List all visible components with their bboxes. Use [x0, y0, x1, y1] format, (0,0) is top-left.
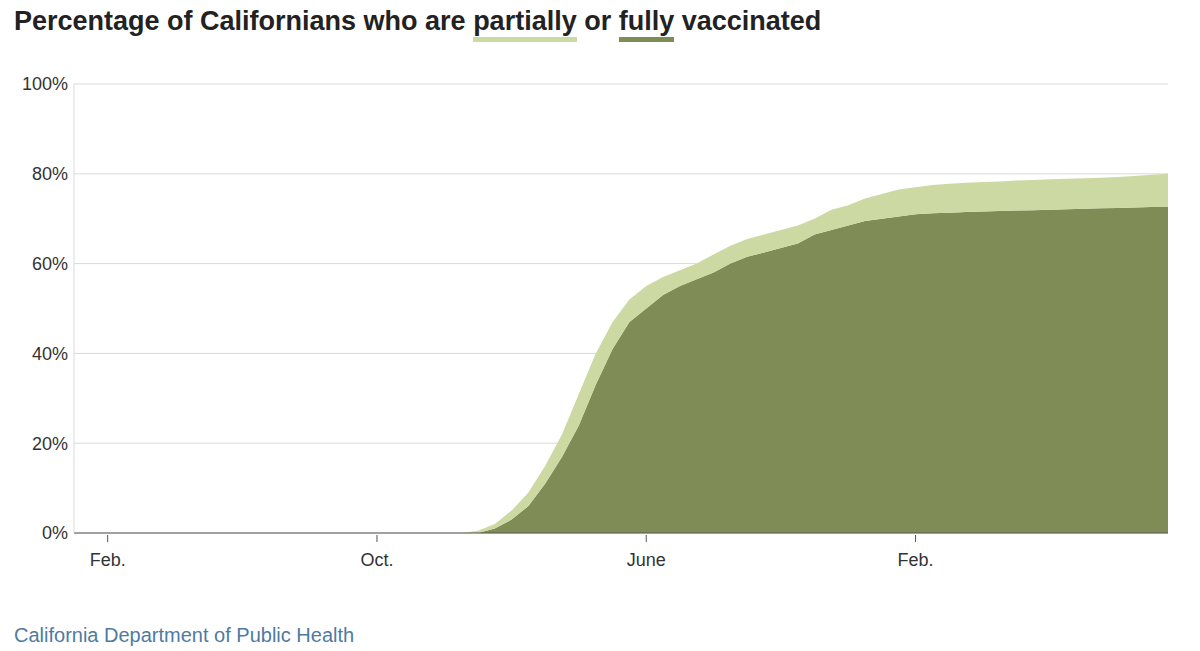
svg-text:Oct.: Oct.: [360, 550, 393, 570]
svg-text:40%: 40%: [32, 344, 68, 364]
svg-text:Feb.: Feb.: [898, 550, 934, 570]
svg-text:60%: 60%: [32, 254, 68, 274]
svg-text:0%: 0%: [42, 523, 68, 543]
svg-text:100%: 100%: [22, 74, 68, 94]
svg-text:Feb.: Feb.: [90, 550, 126, 570]
svg-text:20%: 20%: [32, 434, 68, 454]
svg-text:80%: 80%: [32, 164, 68, 184]
svg-text:June: June: [627, 550, 666, 570]
html-text:California Department of Publi: California Department of Public Health: [14, 624, 355, 646]
html-text:Percentage of Californians who: Percentage of Californians who are parti…: [14, 6, 822, 36]
